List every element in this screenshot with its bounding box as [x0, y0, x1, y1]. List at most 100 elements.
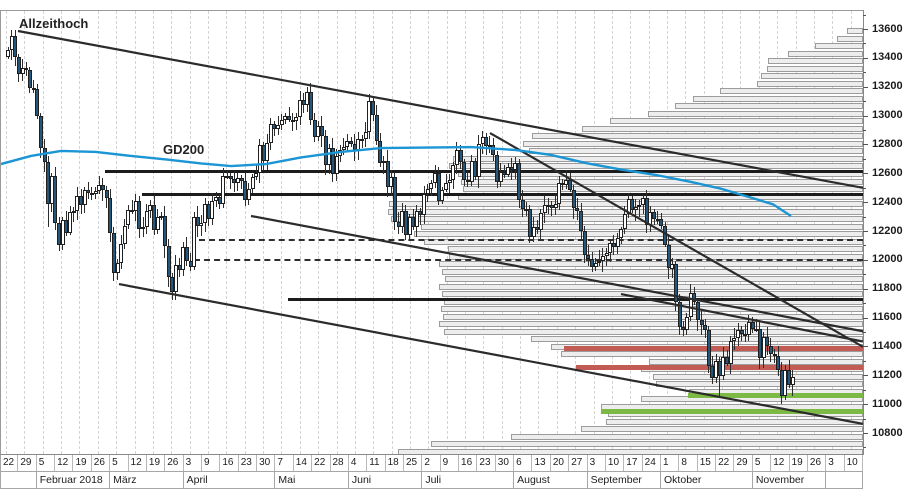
week-label-cell: 12 — [55, 455, 74, 471]
week-gridline — [244, 11, 246, 454]
price-axis-minor-tick — [863, 346, 866, 348]
candle-body — [221, 176, 226, 205]
candle-body — [593, 262, 598, 267]
candle-body — [458, 150, 463, 162]
horizontal-level-line — [105, 170, 863, 174]
candle-body — [571, 189, 576, 209]
candle-body — [184, 247, 189, 261]
price-axis-label: 11800 — [872, 282, 902, 295]
volume-profile-bar — [439, 321, 863, 328]
volume-profile-bar — [656, 381, 863, 388]
volume-profile-bar — [582, 125, 863, 132]
price-axis-minor-tick — [863, 115, 866, 117]
price-axis-minor-tick — [863, 173, 866, 175]
candle-body — [663, 225, 667, 245]
candle-wick — [551, 200, 553, 216]
price-axis-minor-tick — [863, 202, 866, 204]
week-label-cell: 15 — [698, 455, 717, 471]
week-label-cell: 3 — [588, 455, 606, 471]
candle-body — [53, 175, 58, 224]
candle-body — [447, 179, 452, 183]
candle-body — [462, 161, 467, 180]
date-axis-months: Februar 2018 März April Mai Juni Juli August Se… — [0, 472, 863, 489]
month-label-cell — [826, 472, 863, 488]
price-axis-minor-tick — [863, 418, 866, 420]
volume-profile-bar — [675, 103, 863, 110]
week-gridline — [97, 11, 99, 454]
week-label-cell: 18 — [386, 455, 404, 471]
volume-profile-bar — [653, 373, 863, 380]
candle-body — [677, 302, 682, 328]
week-gridline — [263, 11, 265, 454]
candle-wick — [606, 247, 608, 267]
price-axis-minor-tick — [863, 317, 866, 319]
volume-profile-bar — [847, 28, 863, 35]
candle-wick — [292, 113, 294, 132]
candle-body — [334, 156, 339, 174]
candle-wick — [638, 199, 640, 217]
candle-body — [192, 216, 197, 268]
horizontal-level-line — [199, 239, 863, 242]
volume-profile-bar — [757, 80, 863, 87]
week-label-cell: 7 — [275, 455, 294, 471]
candle-body — [119, 244, 124, 263]
candle-body — [790, 377, 795, 386]
volume-profile-bar — [461, 178, 863, 185]
week-label-cell: 13 — [532, 455, 551, 471]
candle-body — [579, 210, 584, 231]
red-level-band — [564, 346, 863, 352]
week-label-cell: 16 — [220, 455, 239, 471]
candle-body — [374, 115, 379, 141]
week-gridline — [354, 11, 356, 454]
volume-profile-bar — [761, 73, 863, 80]
price-axis-label: 12800 — [872, 137, 903, 150]
candle-wick — [131, 200, 133, 214]
week-gridline — [6, 11, 7, 454]
week-label-cell: 4 — [349, 455, 368, 471]
week-label-cell: 16 — [459, 455, 478, 471]
month-label-cell: August — [514, 472, 588, 488]
candle-body — [166, 246, 171, 278]
candle-body — [363, 132, 368, 140]
candle-body — [42, 147, 47, 162]
week-label-cell: 22 — [716, 455, 735, 471]
candle-body — [422, 193, 427, 216]
volume-profile-bar — [767, 65, 863, 72]
candle-body — [538, 213, 543, 231]
week-gridline — [42, 11, 44, 454]
price-axis-minor-tick — [863, 375, 866, 377]
candle-body — [637, 205, 642, 208]
green-level-band — [688, 393, 863, 399]
candle-body — [732, 337, 737, 341]
candle-body — [600, 256, 605, 261]
gd200-label: GD200 — [163, 142, 205, 157]
month-label-cell: November — [753, 472, 827, 488]
week-gridline — [79, 11, 81, 454]
candle-body — [776, 355, 781, 370]
price-axis-minor-tick — [863, 245, 866, 247]
candle-body — [768, 345, 773, 355]
volume-profile-bar — [439, 283, 863, 290]
volume-profile-bar — [693, 95, 863, 102]
week-label-cell: 29 — [734, 455, 753, 471]
week-label-cell: 5 — [753, 455, 772, 471]
candle-body — [177, 265, 182, 270]
volume-profile-bar — [441, 306, 863, 313]
candle-body — [93, 191, 98, 195]
week-label-cell: 20 — [551, 455, 570, 471]
week-gridline — [116, 11, 118, 454]
month-label-cell: April — [184, 472, 276, 488]
candle-wick — [73, 207, 75, 223]
candle-body — [60, 220, 65, 246]
candle-body — [553, 204, 558, 209]
week-gridline — [189, 11, 191, 454]
week-label-cell: 23 — [477, 455, 496, 471]
week-label-cell: 23 — [239, 455, 258, 471]
volume-profile-bar — [606, 418, 863, 425]
week-label-cell: 26 — [808, 455, 827, 471]
candle-body — [294, 116, 299, 121]
candle-body — [108, 198, 113, 234]
candle-body — [520, 199, 525, 210]
candle-body — [162, 216, 167, 247]
